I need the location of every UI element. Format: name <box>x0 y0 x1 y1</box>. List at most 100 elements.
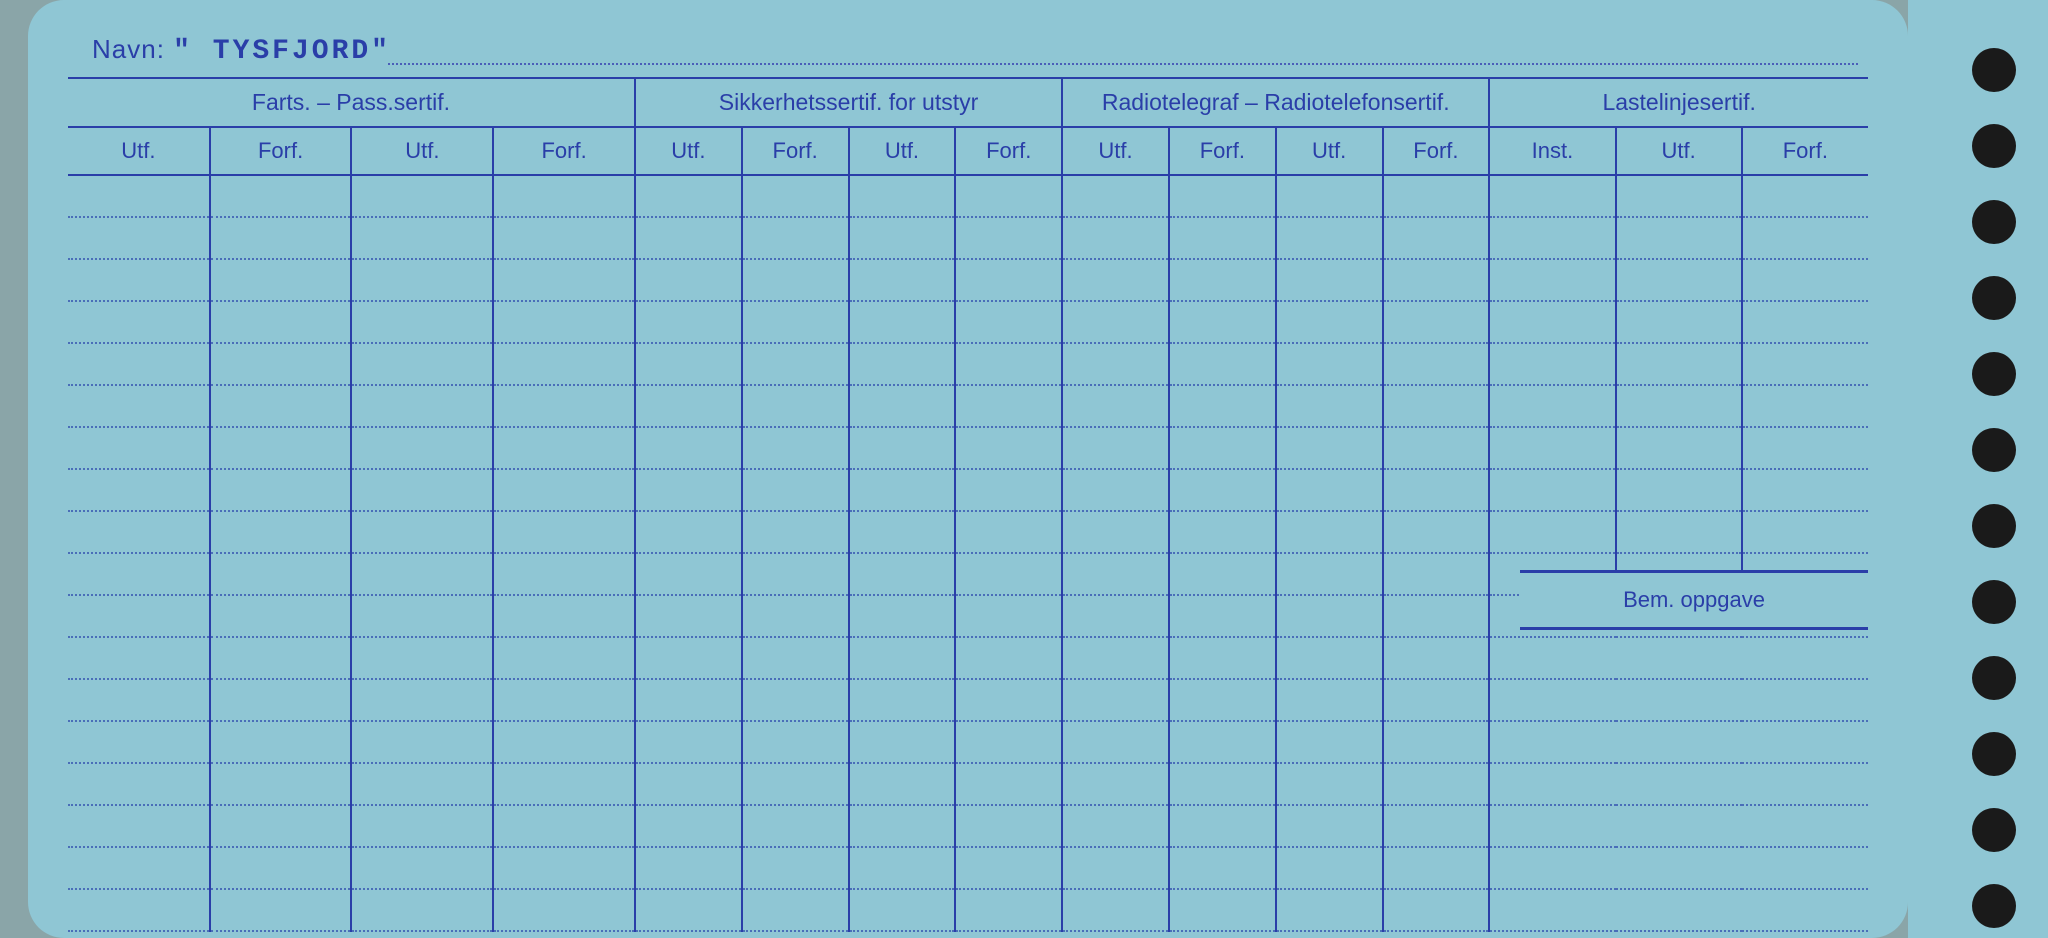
table-cell <box>1383 511 1490 553</box>
table-cell <box>849 553 956 595</box>
table-cell <box>210 847 352 889</box>
table-cell <box>493 553 635 595</box>
punch-strip <box>1908 0 2048 938</box>
table-cell <box>1062 763 1169 805</box>
name-value: " TYSFJORD" <box>173 36 391 67</box>
table-cell <box>1489 343 1615 385</box>
table-cell <box>1062 301 1169 343</box>
punch-hole <box>1972 656 2016 700</box>
table-cell <box>68 427 210 469</box>
table-cell <box>1276 175 1383 217</box>
table-cell <box>849 301 956 343</box>
group-header-radio: Radiotelegraf – Radiotelefonsertif. <box>1062 79 1489 127</box>
table-cell <box>849 679 956 721</box>
table-cell <box>1742 511 1868 553</box>
table-cell <box>1616 301 1742 343</box>
punch-hole <box>1972 48 2016 92</box>
col-header: Forf. <box>1169 127 1276 175</box>
table-cell <box>1383 217 1490 259</box>
table-cell <box>68 385 210 427</box>
table-cell <box>493 469 635 511</box>
table-cell <box>1383 889 1490 931</box>
table-cell <box>1616 511 1742 553</box>
table-cell <box>742 259 849 301</box>
punch-hole <box>1972 580 2016 624</box>
table-cell <box>210 175 352 217</box>
table-cell <box>493 175 635 217</box>
table-cell <box>1276 343 1383 385</box>
table-cell <box>68 889 210 931</box>
table-cell <box>635 637 742 679</box>
table-cell <box>493 679 635 721</box>
table-cell <box>351 889 493 931</box>
table-cell <box>1383 847 1490 889</box>
table-cell <box>1276 427 1383 469</box>
table-cell <box>849 805 956 847</box>
table-row <box>68 805 1868 847</box>
punch-hole <box>1972 504 2016 548</box>
punch-hole <box>1972 200 2016 244</box>
table-cell <box>1742 301 1868 343</box>
table-cell <box>1742 343 1868 385</box>
table-cell <box>1383 721 1490 763</box>
table-cell <box>955 763 1062 805</box>
table-cell <box>493 217 635 259</box>
table-cell <box>1276 259 1383 301</box>
table-cell <box>1742 385 1868 427</box>
col-header: Utf. <box>351 127 493 175</box>
table-header: Farts. – Pass.sertif. Sikkerhetssertif. … <box>68 79 1868 175</box>
table-cell <box>635 553 742 595</box>
col-header: Forf. <box>493 127 635 175</box>
table-cell <box>1383 259 1490 301</box>
table-cell <box>1062 343 1169 385</box>
table-row <box>68 847 1868 889</box>
table-cell <box>955 721 1062 763</box>
table-row <box>68 763 1868 805</box>
table-cell <box>742 679 849 721</box>
bem-oppgave-header: Bem. oppgave <box>1520 570 1868 630</box>
table-cell <box>1062 721 1169 763</box>
table-cell <box>351 427 493 469</box>
table-cell <box>1616 175 1742 217</box>
table-cell <box>1169 343 1276 385</box>
table-cell <box>849 175 956 217</box>
table-cell <box>68 805 210 847</box>
table-cell <box>1742 175 1868 217</box>
table-cell <box>210 637 352 679</box>
table-cell <box>1276 637 1383 679</box>
table-cell <box>351 637 493 679</box>
name-label: Navn: <box>92 34 165 64</box>
table-cell <box>1489 511 1615 553</box>
table-cell <box>742 889 849 931</box>
table-cell <box>1276 805 1383 847</box>
table-cell <box>210 259 352 301</box>
table-cell <box>955 595 1062 637</box>
table-cell <box>635 721 742 763</box>
table-cell <box>635 889 742 931</box>
table-row <box>68 637 1868 679</box>
punch-hole <box>1972 808 2016 852</box>
table-cell <box>1062 805 1169 847</box>
table-row <box>68 721 1868 763</box>
table-cell-merged <box>1489 679 1868 721</box>
table-cell <box>1276 385 1383 427</box>
table-cell <box>1276 847 1383 889</box>
table-cell <box>493 721 635 763</box>
table-cell <box>1616 217 1742 259</box>
table-cell <box>210 889 352 931</box>
bem-oppgave-label: Bem. oppgave <box>1623 587 1765 612</box>
table-cell <box>955 385 1062 427</box>
table-cell <box>1616 469 1742 511</box>
table-cell <box>493 385 635 427</box>
table-cell <box>742 343 849 385</box>
table-cell <box>1276 889 1383 931</box>
record-card: Navn: " TYSFJORD" Farts. – Pass.sertif. … <box>28 0 1908 938</box>
table-cell <box>351 259 493 301</box>
table-cell <box>955 847 1062 889</box>
table-cell <box>955 469 1062 511</box>
table-cell <box>68 679 210 721</box>
col-header: Utf. <box>1062 127 1169 175</box>
table-cell <box>742 553 849 595</box>
table-cell-merged <box>1489 805 1868 847</box>
table-cell <box>68 343 210 385</box>
